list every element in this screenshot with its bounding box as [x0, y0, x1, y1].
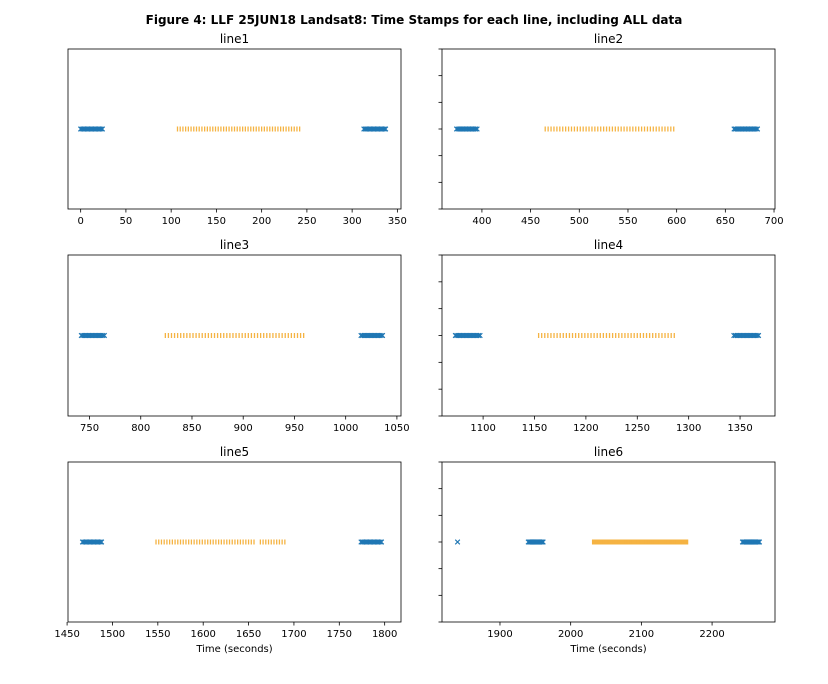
x-tick-label: 1200: [573, 423, 598, 434]
x-tick-label: 400: [472, 216, 491, 227]
subplot-title: line3: [220, 238, 249, 252]
data-point: [454, 539, 461, 545]
x-tick-label: 650: [716, 216, 735, 227]
x-tick-label: 200: [252, 216, 271, 227]
subplot-line5: line5 1450 1500 1550 1600 1650 1700 1750 1800 Tim…: [54, 445, 402, 655]
x-tick-label: 1600: [190, 629, 215, 640]
subplot-title: line2: [594, 32, 623, 46]
data-point: [540, 539, 546, 545]
plot-frame: [67, 48, 402, 210]
data-point: [754, 126, 761, 132]
data-point: [539, 539, 545, 545]
data-point: [754, 332, 760, 339]
plot-frame: [441, 254, 776, 417]
x-tick-label: 1100: [470, 423, 495, 434]
x-tick-label: 1000: [333, 423, 358, 434]
figure-title: Figure 4: LLF 25JUN18 Landsat8: Time Sta…: [146, 13, 683, 27]
data-point: [472, 126, 479, 132]
x-tick-label: 1650: [236, 629, 261, 640]
x-tick-label: 50: [120, 216, 133, 227]
subplot-line3: line3 750 800 850 900 950 1000 1050: [67, 238, 410, 434]
subplot-title: line6: [594, 445, 623, 459]
data-point: [474, 126, 480, 132]
x-tick-label: 1350: [727, 423, 752, 434]
x-tick-label: 2100: [629, 629, 654, 640]
data-point: [379, 332, 386, 339]
subplot-line2: line2 400 450 500 550 600 650 700: [438, 32, 784, 227]
x-tick-label: 900: [234, 423, 253, 434]
x-tick-label: 1150: [522, 423, 547, 434]
x-tick-label: 700: [764, 216, 783, 227]
x-tick-label: 500: [570, 216, 589, 227]
x-tick-label: 250: [297, 216, 316, 227]
data-point: [100, 332, 106, 339]
x-tick-label: 1700: [281, 629, 306, 640]
subplot-line1: line1 0 50 100 150 200 250 300 350: [67, 32, 407, 227]
data-point: [98, 126, 104, 132]
data-point: [754, 539, 761, 545]
data-point: [98, 539, 105, 545]
x-tick-label: 1250: [625, 423, 650, 434]
subplot-title: line4: [594, 238, 623, 252]
data-point: [755, 539, 762, 545]
data-point: [378, 539, 385, 545]
x-tick-label: 2200: [699, 629, 724, 640]
subplot-title: line1: [220, 32, 249, 46]
x-tick-label: 1900: [487, 629, 512, 640]
plot-frame: [67, 461, 402, 623]
subplot-title: line5: [220, 445, 249, 459]
data-point: [97, 539, 103, 545]
x-tick-label: 1550: [145, 629, 170, 640]
subplot-grid: line1 0 50 100 150 200 250 300 350 line2 400 450 500…: [54, 32, 783, 655]
x-tick-label: 150: [207, 216, 226, 227]
x-tick-label: 600: [667, 216, 686, 227]
x-tick-label: 450: [521, 216, 540, 227]
data-point: [753, 126, 759, 132]
x-tick-label: 850: [182, 423, 201, 434]
x-tick-label: 1500: [100, 629, 125, 640]
plot-frame: [67, 254, 402, 417]
x-tick-label: 300: [343, 216, 362, 227]
subplot-line4: line4 1100 1150 1200 1250 1300 1350: [438, 238, 776, 434]
data-point: [755, 332, 762, 339]
plot-frame: [441, 48, 776, 210]
x-axis-label: Time (seconds): [195, 644, 272, 655]
data-point: [377, 539, 383, 545]
data-point: [475, 332, 482, 339]
data-point: [382, 126, 389, 132]
data-point: [477, 332, 483, 339]
x-tick-label: 1300: [676, 423, 701, 434]
x-tick-label: 750: [80, 423, 99, 434]
data-point: [538, 539, 544, 545]
data-point: [101, 332, 108, 339]
x-tick-label: 1450: [54, 629, 79, 640]
subplot-line6: line6 1900 2000 2100 2200 Time (seconds): [438, 445, 776, 655]
x-tick-label: 1800: [372, 629, 397, 640]
x-tick-label: 100: [162, 216, 181, 227]
x-tick-label: 1750: [327, 629, 352, 640]
x-tick-label: 950: [285, 423, 304, 434]
x-tick-label: 1050: [384, 423, 409, 434]
x-tick-label: 550: [618, 216, 637, 227]
x-tick-label: 2000: [558, 629, 583, 640]
data-point: [381, 126, 387, 132]
x-tick-label: 800: [131, 423, 150, 434]
x-tick-label: 0: [77, 216, 83, 227]
x-axis-label: Time (seconds): [569, 644, 646, 655]
x-tick-label: 350: [388, 216, 407, 227]
data-point: [378, 332, 384, 339]
data-point: [99, 126, 106, 132]
data-point: [756, 539, 763, 545]
